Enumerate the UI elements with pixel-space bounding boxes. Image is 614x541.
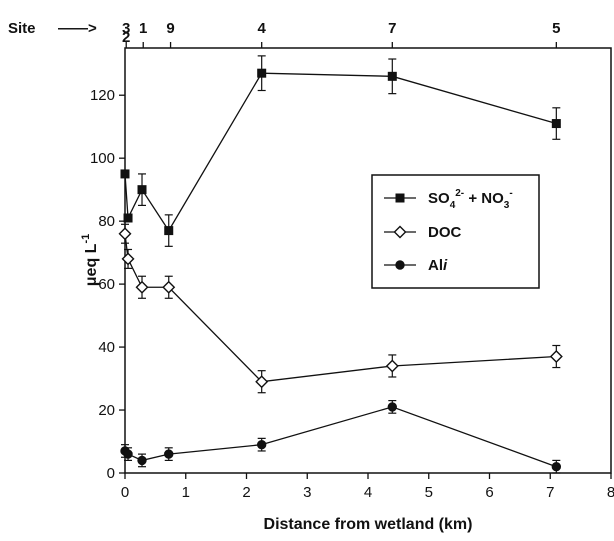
- x-tick-label: 0: [121, 484, 129, 501]
- data-point-ali: [137, 455, 147, 466]
- site-tick-labels: 321 9 4 7 5: [122, 20, 560, 48]
- y-tick-label: 100: [90, 150, 115, 167]
- data-point-sulfate-nitrate: [123, 213, 133, 223]
- series-sulfate-nitrate: [120, 55, 561, 247]
- y-tick-label: 80: [98, 213, 115, 230]
- legend-label-no: + NO: [464, 190, 504, 207]
- data-point-sulfate-nitrate: [257, 68, 267, 78]
- y-tick-label: 20: [98, 402, 115, 419]
- legend-label-sulfate-nitrate: SO42- + NO3-: [428, 188, 513, 211]
- legend-label-al: Al: [428, 257, 443, 274]
- y-axis: 0 20 40 60 80 100 120: [90, 87, 125, 482]
- site-tick-label: 9: [166, 20, 174, 37]
- legend-marker-shape: [395, 193, 405, 203]
- data-point-doc: [118, 227, 132, 241]
- data-point-ali: [551, 462, 562, 472]
- legend: SO42- + NO3- DOC Ali: [371, 174, 540, 289]
- x-tick-label: 5: [425, 484, 433, 501]
- series-layer: [118, 55, 563, 474]
- data-point-doc: [255, 375, 269, 389]
- y-axis-title: μeq L-1: [80, 234, 100, 286]
- series-doc: [118, 223, 563, 394]
- x-tick-label: 1: [182, 484, 190, 501]
- x-tick-label: 8: [607, 484, 614, 501]
- site-tick-label: 1: [139, 20, 147, 37]
- legend-marker-shape: [395, 260, 405, 270]
- legend-entry-doc: DOC: [384, 224, 462, 241]
- y-tick-label: 40: [98, 339, 115, 356]
- x-tick-label: 3: [303, 484, 311, 501]
- y-tick-label: 0: [107, 465, 115, 482]
- legend-label-so: SO: [428, 190, 450, 207]
- x-axis: 0 1 2 3 4 5 6 7 8: [121, 473, 614, 501]
- data-point-sulfate-nitrate: [551, 119, 561, 129]
- data-point-doc: [549, 350, 563, 364]
- legend-label-no-sup: -: [509, 188, 512, 199]
- legend-marker-circle: [395, 260, 405, 270]
- legend-label-ali: Ali: [428, 257, 448, 274]
- legend-label-al-i: i: [443, 257, 448, 274]
- legend-entry-sulfate-nitrate: SO42- + NO3-: [384, 188, 513, 211]
- data-point-sulfate-nitrate: [387, 71, 397, 81]
- legend-label-so-sub: 4: [450, 200, 456, 211]
- data-point-doc: [385, 359, 399, 373]
- site-tick-label: 7: [388, 20, 396, 37]
- site-axis: Site ——> 321 9 4 7 5: [8, 20, 560, 48]
- data-point-sulfate-nitrate: [137, 185, 147, 195]
- x-tick-label: 6: [485, 484, 493, 501]
- legend-marker-shape: [393, 225, 407, 239]
- y-axis-title-mu: μ: [83, 276, 100, 286]
- data-point-sulfate-nitrate: [120, 169, 130, 179]
- site-axis-label: Site: [8, 20, 36, 37]
- y-tick-label: 60: [98, 276, 115, 293]
- data-point-doc: [135, 280, 149, 294]
- data-point-ali: [256, 439, 267, 450]
- x-tick-label: 2: [242, 484, 250, 501]
- site-tick-label: 5: [552, 20, 560, 37]
- site-tick-label: 2: [122, 29, 130, 46]
- legend-label-no-sub: 3: [504, 200, 510, 211]
- y-tick-label: 120: [90, 87, 115, 104]
- legend-marker-diamond: [393, 225, 407, 239]
- legend-label-doc: DOC: [428, 224, 462, 241]
- y-axis-title-exponent: -1: [80, 234, 92, 244]
- legend-label-so-sup: 2-: [455, 188, 464, 199]
- legend-entry-ali: Ali: [384, 257, 448, 274]
- data-point-ali: [387, 402, 397, 412]
- data-point-ali: [164, 449, 174, 459]
- series-ali: [120, 399, 562, 474]
- x-axis-title: Distance from wetland (km): [264, 516, 473, 533]
- site-tick-label: 3: [122, 20, 130, 37]
- series-line-ali: [124, 406, 557, 468]
- y-axis-title-unit: eq L: [83, 243, 100, 276]
- legend-marker-square: [395, 193, 405, 203]
- data-point-sulfate-nitrate: [164, 226, 174, 236]
- x-tick-label: 7: [546, 484, 554, 501]
- data-point-doc: [121, 252, 135, 266]
- data-point-doc: [162, 280, 176, 294]
- site-axis-arrow: ——>: [58, 20, 97, 37]
- site-tick-label: 4: [258, 20, 267, 37]
- data-point-ali: [123, 449, 133, 459]
- x-tick-label: 4: [364, 484, 372, 501]
